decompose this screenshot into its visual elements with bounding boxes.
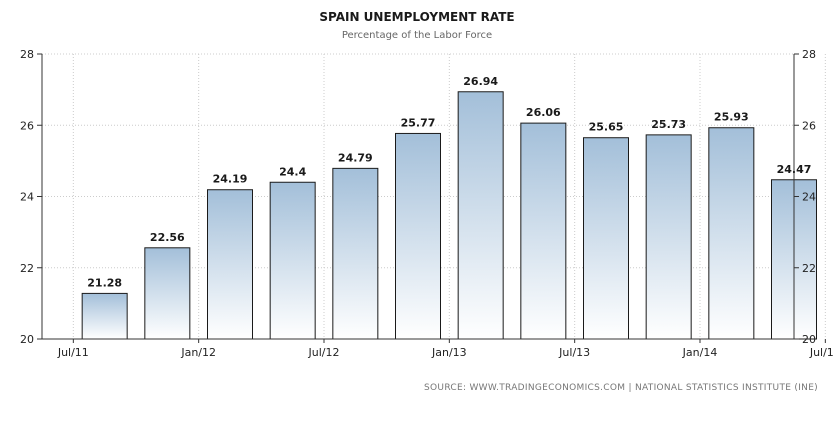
x-tick-label: Jul/12 [308, 346, 340, 359]
bar [395, 132, 441, 340]
bar-value-label: 25.65 [589, 121, 624, 134]
y-tick-label-right: 26 [802, 119, 816, 132]
x-tick-label: Jan/12 [180, 346, 216, 359]
bar [645, 134, 692, 340]
y-tick-label-right: 20 [802, 333, 816, 346]
x-tick-label: Jan/14 [682, 346, 718, 359]
bar-value-label: 26.94 [463, 75, 498, 88]
bar-value-label: 25.93 [714, 111, 749, 124]
y-tick-label-left: 24 [20, 191, 34, 204]
bar-value-label: 24.79 [338, 151, 373, 164]
bar [81, 292, 128, 340]
bar [332, 167, 379, 340]
chart-title: SPAIN UNEMPLOYMENT RATE [319, 10, 515, 24]
chart-subtitle: Percentage of the Labor Force [341, 30, 493, 41]
x-tick-label: Jul/13 [558, 346, 590, 359]
bar-value-label: 25.73 [651, 118, 686, 131]
y-tick-label-left: 26 [20, 119, 34, 132]
y-tick-label-right: 24 [802, 191, 816, 204]
x-tick-label: Jul/11 [57, 346, 89, 359]
y-tick-label-left: 22 [20, 262, 34, 275]
bar-value-label: 22.56 [150, 231, 185, 244]
bars [81, 91, 817, 340]
y-tick-label-right: 22 [802, 262, 816, 275]
bar-value-label: 24.4 [279, 165, 306, 178]
y-tick-label-left: 20 [20, 333, 34, 346]
bar [708, 127, 755, 340]
bar [269, 181, 316, 340]
bar [207, 189, 253, 340]
bar-value-label: 24.19 [213, 173, 248, 186]
x-tick-label: Jul/14 [809, 346, 834, 359]
bar [583, 137, 629, 340]
axes: 20 20 22 22 24 24 26 26 28 28 Jul/11 Jan/12 Jul/12 Ja… [20, 48, 834, 359]
bar-value-label: 25.77 [401, 116, 436, 129]
y-tick-label-right: 28 [802, 48, 816, 61]
bar-value-label: 26.06 [526, 106, 561, 119]
bar [457, 91, 504, 340]
y-tick-label-left: 28 [20, 48, 34, 61]
data-labels: 21.28 22.56 24.19 24.4 24.79 25.77 26.94 26.06 2… [87, 75, 811, 290]
source-note: SOURCE: WWW.TRADINGECONOMICS.COM | NATIO… [424, 383, 818, 393]
bar-value-label: 21.28 [87, 276, 122, 289]
bar [520, 122, 567, 340]
x-tick-label: Jan/13 [431, 346, 467, 359]
gridlines [42, 53, 826, 339]
bar [144, 247, 191, 340]
